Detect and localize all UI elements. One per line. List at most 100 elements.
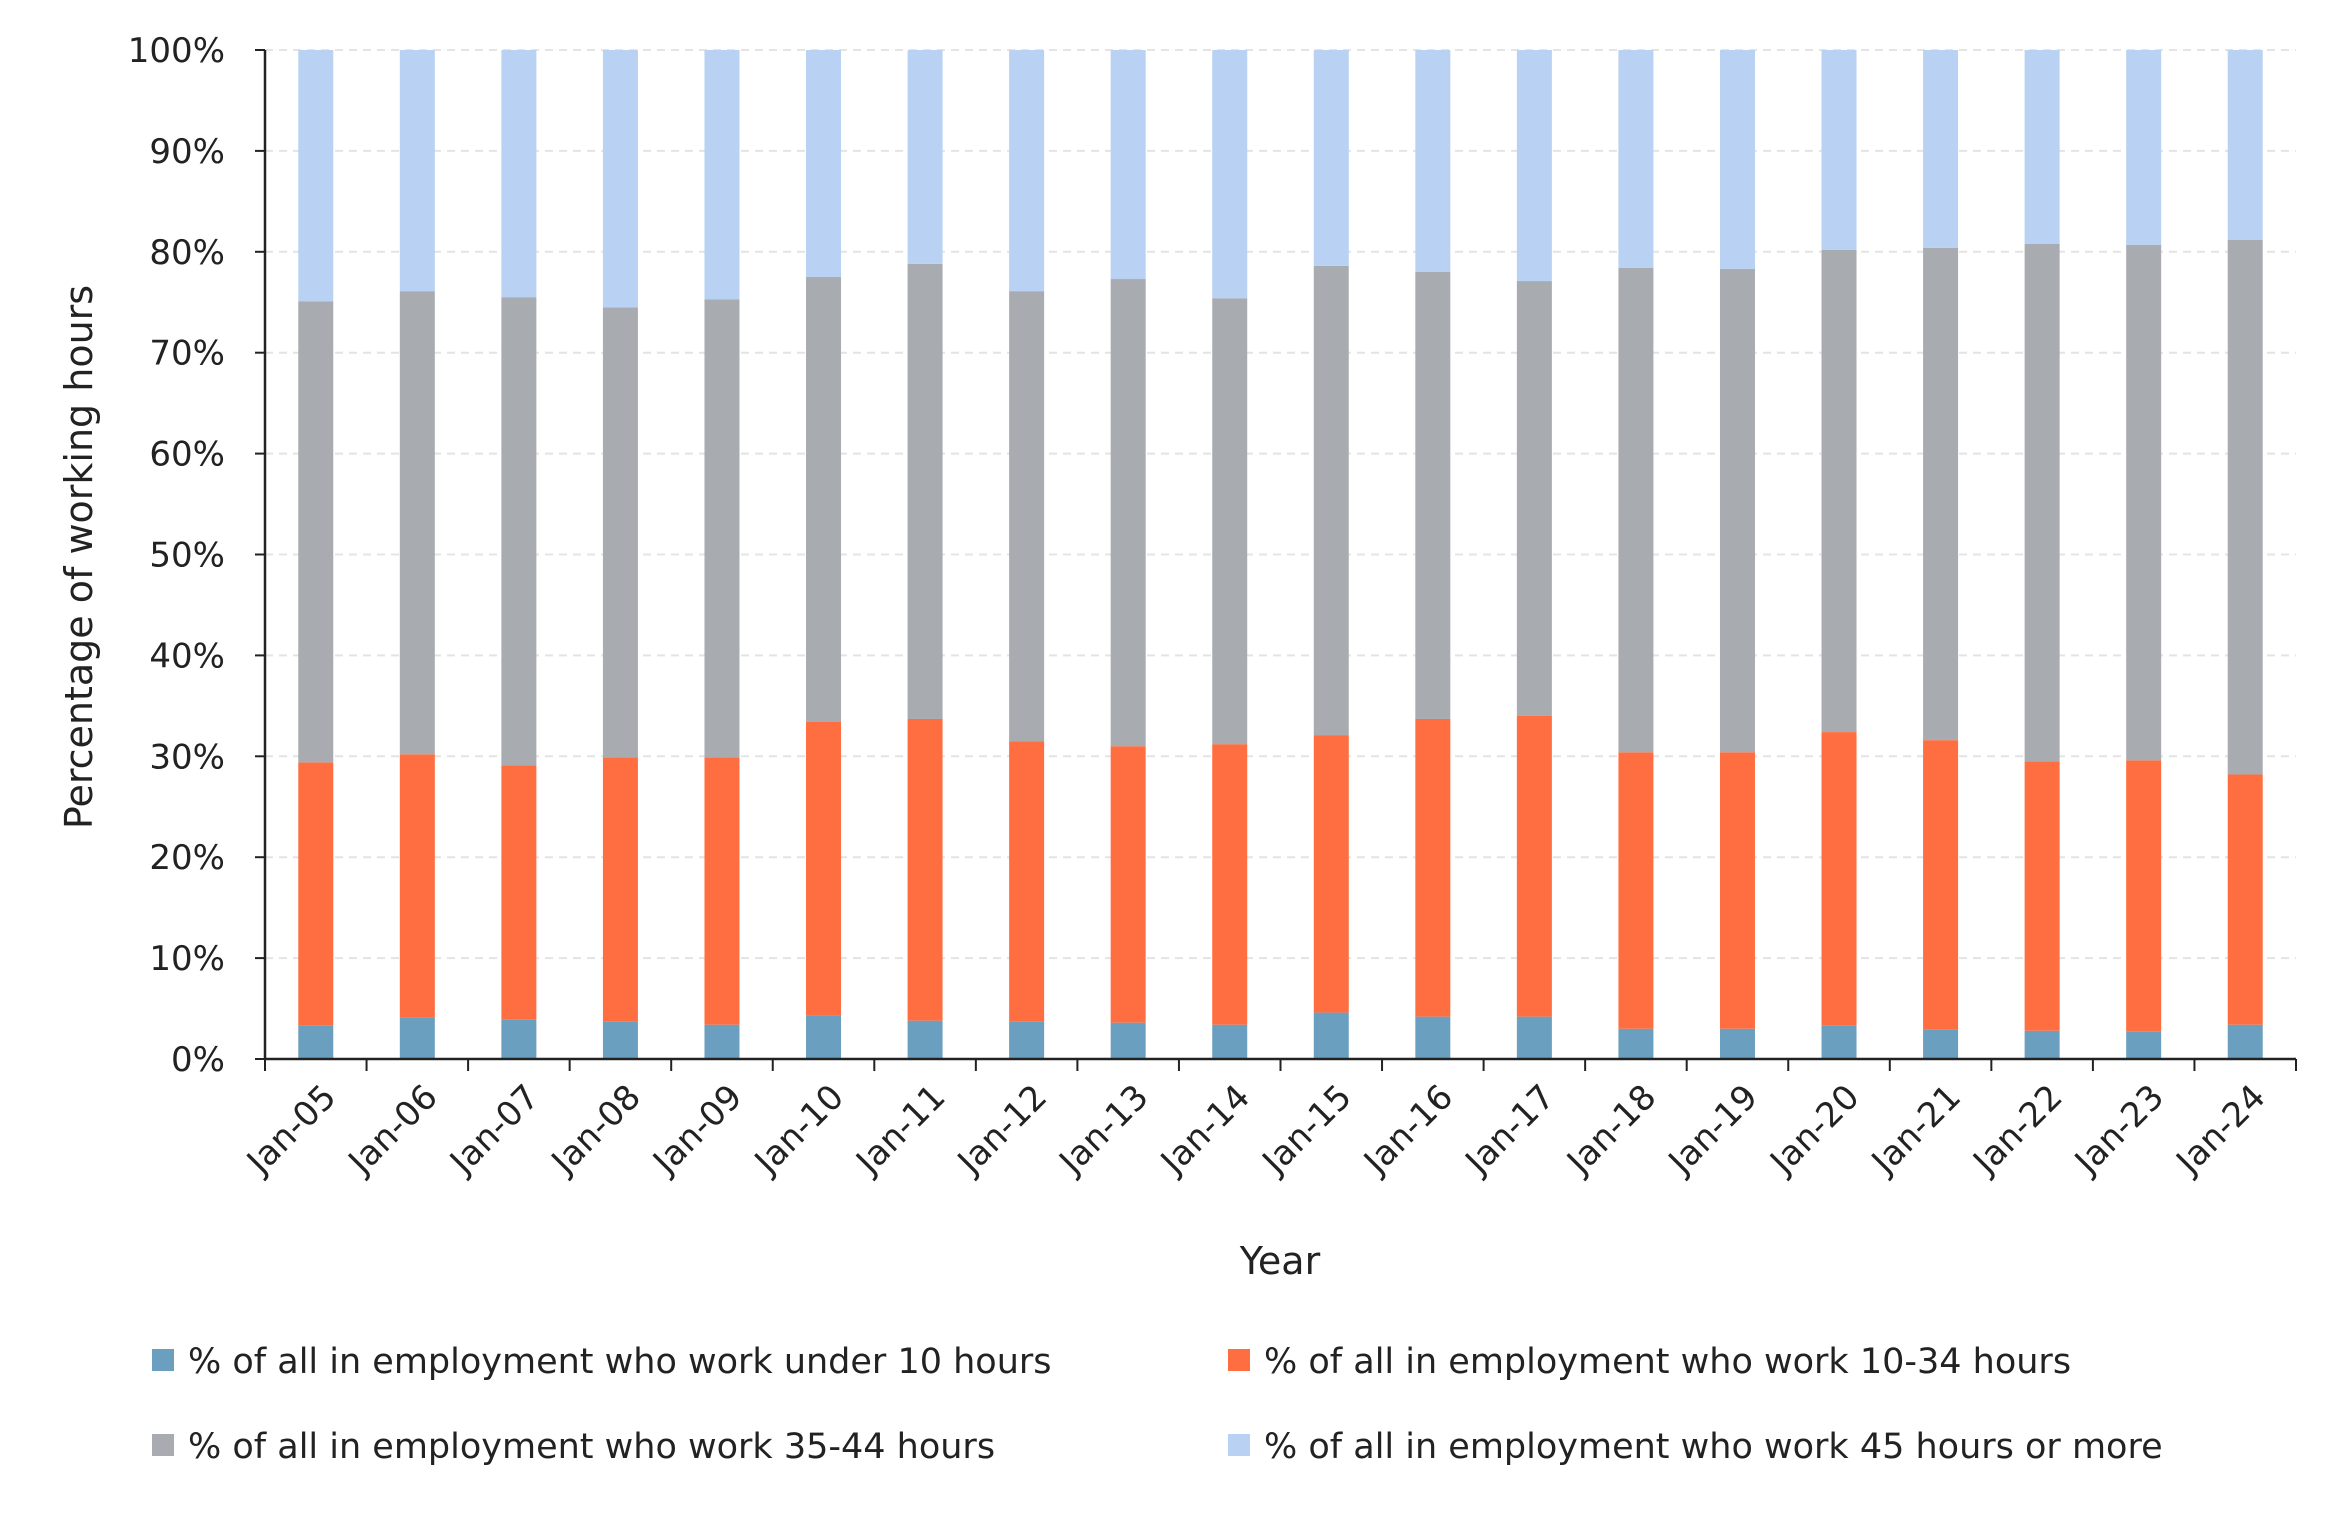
bar-segment bbox=[1313, 735, 1349, 1013]
x-tick-label: Jan-13 bbox=[1051, 1077, 1157, 1183]
x-tick-label: Jan-18 bbox=[1558, 1077, 1664, 1183]
bar-segment bbox=[2126, 50, 2162, 245]
x-tick-label: Jan-19 bbox=[1660, 1077, 1766, 1183]
bar-segment bbox=[1719, 268, 1755, 753]
bar-segment bbox=[1110, 746, 1146, 1023]
bar-segment bbox=[1313, 50, 1349, 266]
bar-segment bbox=[1719, 752, 1755, 1029]
x-tick-label: Jan-10 bbox=[746, 1077, 852, 1183]
bar-segment bbox=[2126, 1031, 2162, 1059]
bar-segment bbox=[1618, 752, 1654, 1029]
bar-segment bbox=[907, 1020, 943, 1059]
bar-segment bbox=[298, 1025, 334, 1059]
bar-segment bbox=[704, 1024, 740, 1059]
bar-segment bbox=[806, 50, 842, 278]
x-tick-label: Jan-08 bbox=[543, 1077, 649, 1183]
bar-segment bbox=[501, 765, 537, 1020]
bar-segment bbox=[399, 1017, 435, 1059]
bar-segment bbox=[399, 291, 435, 755]
bar-segment bbox=[602, 307, 638, 758]
x-tick-labels: Jan-05Jan-06Jan-07Jan-08Jan-09Jan-10Jan-… bbox=[238, 1077, 2273, 1183]
legend-swatch bbox=[1228, 1349, 1250, 1371]
bar-segment bbox=[2024, 50, 2060, 244]
x-tick-label: Jan-14 bbox=[1152, 1077, 1258, 1183]
bar-segment bbox=[1516, 715, 1552, 1017]
x-tick-label: Jan-05 bbox=[238, 1077, 344, 1183]
bar-segment bbox=[1719, 50, 1755, 269]
x-tick-label: Jan-12 bbox=[949, 1077, 1055, 1183]
bar-segment bbox=[1212, 50, 1248, 299]
y-tick-label: 20% bbox=[149, 838, 225, 878]
x-tick-label: Jan-06 bbox=[340, 1077, 446, 1183]
bar-segment bbox=[1821, 50, 1857, 250]
bar-segment bbox=[2227, 1024, 2263, 1059]
bar-segment bbox=[1821, 249, 1857, 733]
bar-segment bbox=[298, 762, 334, 1026]
bar-segment bbox=[1618, 267, 1654, 753]
bar-segment bbox=[2024, 243, 2060, 762]
bar-segment bbox=[704, 299, 740, 758]
bar-segment bbox=[399, 50, 435, 292]
bar-segment bbox=[1618, 1028, 1654, 1059]
x-tick-label: Jan-24 bbox=[2168, 1077, 2274, 1183]
x-tick-label: Jan-11 bbox=[847, 1077, 953, 1183]
bar-segment bbox=[399, 754, 435, 1018]
bar-segment bbox=[1923, 50, 1959, 248]
bar-segment bbox=[602, 1021, 638, 1059]
bar-segment bbox=[704, 50, 740, 300]
bar-segment bbox=[806, 1015, 842, 1059]
y-tick-label: 0% bbox=[171, 1040, 225, 1080]
y-tick-labels: 0% 10% 20% 30% 40% 50% 60% 70% 80% 90% 100% bbox=[128, 31, 225, 1080]
legend-label: % of all in employment who work 10-34 ho… bbox=[1264, 1342, 2071, 1382]
bar-segment bbox=[1313, 1012, 1349, 1059]
bar-segment bbox=[1516, 50, 1552, 282]
x-tick-label: Jan-16 bbox=[1355, 1077, 1461, 1183]
bar-segment bbox=[2024, 1030, 2060, 1059]
bar-segment bbox=[1516, 281, 1552, 716]
bar-segment bbox=[1009, 1021, 1045, 1059]
legend-label: % of all in employment who work 35-44 ho… bbox=[188, 1427, 995, 1467]
bar-segment bbox=[1212, 744, 1248, 1025]
bar-segment bbox=[1212, 298, 1248, 745]
legend-swatch bbox=[1228, 1434, 1250, 1456]
legend-label: % of all in employment who work under 10… bbox=[188, 1342, 1052, 1382]
bar-segment bbox=[1009, 291, 1045, 742]
legend: % of all in employment who work under 10… bbox=[152, 1342, 2163, 1467]
x-tick-label: Jan-20 bbox=[1761, 1077, 1867, 1183]
y-tick-label: 30% bbox=[149, 737, 225, 777]
bar-segment bbox=[806, 721, 842, 1016]
bar-segment bbox=[2126, 244, 2162, 761]
bar-segment bbox=[1923, 740, 1959, 1030]
x-tick-label: Jan-23 bbox=[2066, 1077, 2172, 1183]
bar-segment bbox=[1110, 279, 1146, 747]
x-tick-label: Jan-21 bbox=[1863, 1077, 1969, 1183]
bar-segment bbox=[2024, 761, 2060, 1031]
legend-swatch bbox=[152, 1434, 174, 1456]
bar-segment bbox=[1009, 50, 1045, 292]
bar-segment bbox=[704, 757, 740, 1025]
bar-segment bbox=[501, 297, 537, 766]
y-tick-label: 40% bbox=[149, 636, 225, 676]
x-tick-label: Jan-17 bbox=[1457, 1077, 1563, 1183]
bar-segment bbox=[1110, 50, 1146, 280]
bar-segment bbox=[2126, 760, 2162, 1032]
y-tick-label: 10% bbox=[149, 939, 225, 979]
x-tick-label: Jan-07 bbox=[441, 1077, 547, 1183]
bar-segment bbox=[1415, 718, 1451, 1017]
bar-segment bbox=[1821, 1025, 1857, 1059]
bar-segment bbox=[1516, 1016, 1552, 1059]
bar-segment bbox=[1923, 247, 1959, 741]
bar-segment bbox=[501, 1019, 537, 1059]
bar-segment bbox=[1415, 50, 1451, 272]
bar-segment bbox=[2227, 50, 2263, 240]
bars bbox=[298, 50, 2263, 1059]
bar-segment bbox=[602, 757, 638, 1022]
y-tick-label: 100% bbox=[128, 31, 225, 71]
bar-segment bbox=[1821, 732, 1857, 1026]
bar-segment bbox=[501, 50, 537, 298]
legend-label: % of all in employment who work 45 hours… bbox=[1264, 1427, 2163, 1467]
bar-segment bbox=[2227, 774, 2263, 1025]
y-tick-label: 60% bbox=[149, 435, 225, 475]
y-tick-label: 90% bbox=[149, 132, 225, 172]
x-axis-title: Year bbox=[1239, 1239, 1321, 1283]
